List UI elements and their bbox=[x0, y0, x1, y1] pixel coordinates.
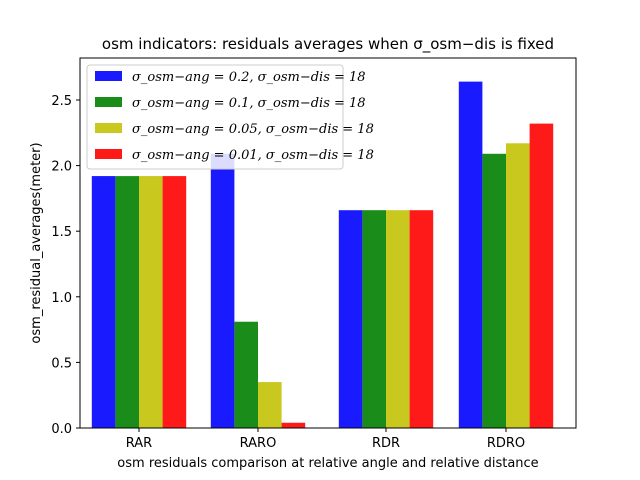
legend-box bbox=[86, 64, 344, 170]
bar-rdr-series-2 bbox=[362, 210, 386, 428]
y-tick-label: 0.5 bbox=[51, 356, 72, 371]
y-tick-label: 1.5 bbox=[51, 225, 72, 240]
bar-rdr-series-1 bbox=[338, 210, 363, 428]
bar-rar-series-4 bbox=[162, 176, 187, 428]
bar-rdro-series-4 bbox=[529, 123, 554, 428]
x-tick-label: RDRO bbox=[487, 436, 525, 451]
x-tick-label: RARO bbox=[240, 436, 277, 451]
y-tick-label: 2.5 bbox=[51, 94, 72, 109]
legend-swatch-2 bbox=[95, 97, 122, 107]
bar-rar-series-3 bbox=[139, 176, 163, 428]
plot-frame bbox=[79, 57, 577, 429]
bar-raro-series-1 bbox=[210, 153, 235, 428]
bar-rdr-series-3 bbox=[386, 210, 410, 428]
legend-label-1: σ_osm−ang = 0.2, σ_osm−dis = 18 bbox=[132, 70, 366, 85]
y-axis-label: osm_residual_averages(meter) bbox=[29, 142, 44, 343]
legend-swatch-1 bbox=[95, 71, 122, 81]
x-tick-label: RAR bbox=[126, 436, 152, 451]
bar-rdro-series-2 bbox=[482, 153, 506, 428]
bar-raro-series-4 bbox=[281, 422, 306, 428]
y-tick-label: 0.0 bbox=[51, 422, 72, 437]
bar-rdro-series-3 bbox=[506, 143, 530, 428]
bar-rdr-series-4 bbox=[409, 210, 434, 428]
bar-raro-series-3 bbox=[258, 382, 282, 428]
bar-rdro-series-1 bbox=[458, 81, 483, 429]
x-tick-label: RDR bbox=[372, 436, 400, 451]
legend-label-2: σ_osm−ang = 0.1, σ_osm−dis = 18 bbox=[132, 96, 366, 111]
y-tick-label: 1.0 bbox=[51, 291, 72, 306]
legend-label-3: σ_osm−ang = 0.05, σ_osm−dis = 18 bbox=[132, 122, 374, 137]
bars-group bbox=[91, 81, 554, 429]
legend-swatch-3 bbox=[95, 123, 122, 133]
y-tick-label: 2.0 bbox=[51, 160, 72, 175]
x-axis-label: osm residuals comparison at relative ang… bbox=[117, 456, 538, 471]
bar-rar-series-1 bbox=[91, 176, 116, 428]
x-axis-ticks: RAR RARO RDR RDRO bbox=[126, 428, 525, 451]
legend: σ_osm−ang = 0.2, σ_osm−dis = 18 σ_osm−ang… bbox=[86, 64, 374, 170]
legend-label-4: σ_osm−ang = 0.01, σ_osm−dis = 18 bbox=[132, 148, 374, 163]
y-axis-ticks: 0.0 0.5 1.0 1.5 2.0 2.5 bbox=[51, 94, 80, 437]
bar-rar-series-2 bbox=[115, 176, 139, 428]
bar-raro-series-2 bbox=[234, 321, 258, 428]
chart-title: osm indicators: residuals averages when … bbox=[102, 35, 554, 54]
legend-swatch-4 bbox=[95, 149, 122, 159]
